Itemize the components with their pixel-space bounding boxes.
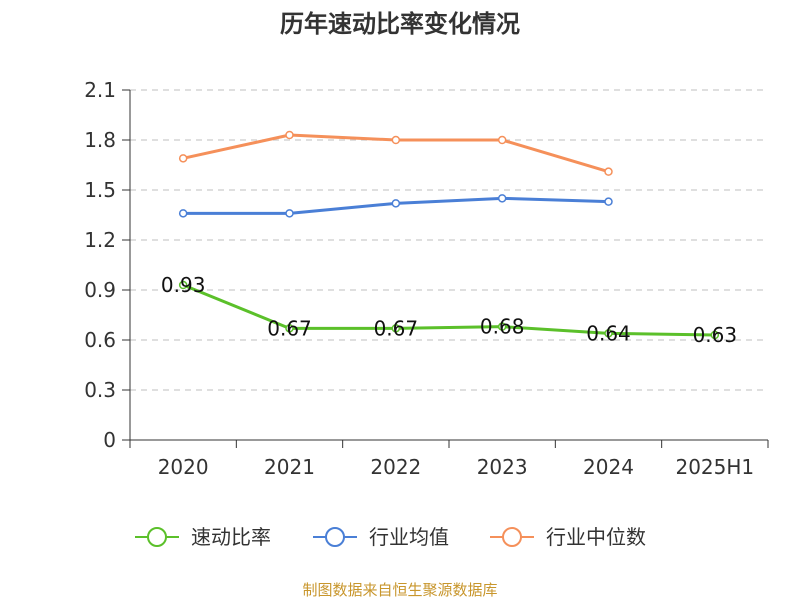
legend-marker: [147, 527, 167, 547]
data-label: 0.63: [693, 323, 738, 347]
legend: 速动比率 行业均值 行业中位数: [135, 525, 646, 549]
chart-title: 历年速动比率变化情况: [280, 10, 520, 38]
data-label: 0.64: [586, 321, 631, 345]
legend-label: 速动比率: [191, 525, 271, 549]
y-tick-label: 2.1: [84, 78, 116, 102]
data-point: [497, 194, 507, 203]
y-tick-label: 1.8: [84, 128, 116, 152]
legend-label: 行业中位数: [546, 525, 646, 549]
x-tick-label: 2022: [370, 455, 421, 479]
data-label: 0.68: [480, 315, 525, 339]
x-tick-label: 2021: [264, 455, 315, 479]
series-line-0: [182, 283, 715, 337]
grid: [130, 89, 768, 391]
data-label: 0.67: [374, 316, 419, 340]
y-tick-label: 1.2: [84, 228, 116, 252]
series-lines: [178, 130, 720, 340]
legend-label: 行业均值: [369, 525, 449, 549]
y-tick-label: 1.5: [84, 178, 116, 202]
data-point: [391, 324, 401, 333]
y-tick-label: 0: [103, 428, 116, 452]
x-tick-label: 2024: [583, 455, 634, 479]
x-tick-label: 2025H1: [675, 455, 754, 479]
legend-marker: [502, 527, 522, 547]
legend-item: 行业中位数: [490, 525, 646, 549]
data-point: [391, 135, 401, 145]
data-point: [178, 209, 188, 218]
legend-item: 速动比率: [135, 525, 271, 549]
y-tick-label: 0.9: [84, 278, 116, 302]
data-point: [285, 209, 294, 218]
axes: 0 0.3 0.6 0.9 1.2 1.5 1.8 2.1 2020 2021 2022 2023 20…: [84, 78, 769, 479]
data-point: [497, 135, 507, 145]
data-point: [604, 197, 613, 206]
source-note: 制图数据来自恒生聚源数据库: [302, 581, 497, 599]
data-point: [285, 324, 294, 333]
legend-item: 行业均值: [313, 525, 449, 549]
y-tick-label: 0.3: [84, 378, 116, 402]
x-tick-label: 2023: [477, 455, 528, 479]
legend-marker: [325, 527, 345, 547]
data-point: [178, 280, 188, 290]
data-point: [604, 167, 613, 176]
data-label: 0.93: [161, 273, 206, 297]
data-point: [391, 199, 401, 208]
y-tick-label: 0.6: [84, 328, 116, 352]
data-point: [178, 154, 188, 163]
data-point: [604, 329, 613, 338]
data-labels: 0.93 0.67 0.67 0.68 0.64 0.63: [161, 273, 737, 347]
data-point: [497, 322, 507, 331]
x-tick-label: 2020: [158, 455, 209, 479]
data-point: [710, 330, 720, 340]
data-label: 0.67: [267, 316, 312, 340]
data-point: [285, 130, 294, 140]
